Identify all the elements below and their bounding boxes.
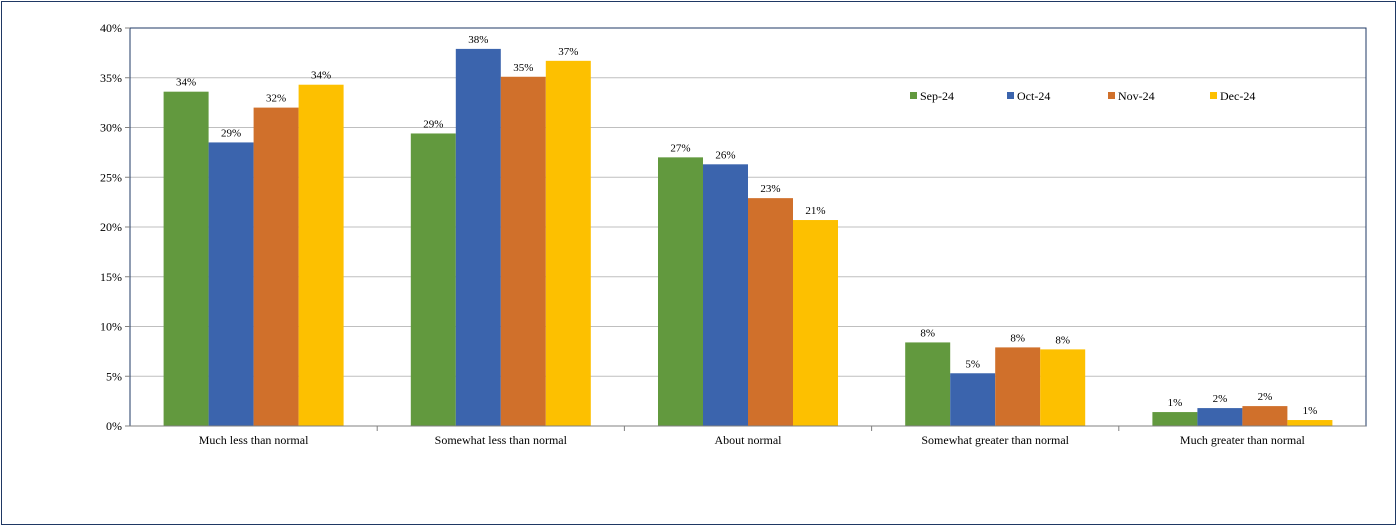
bar [1287, 420, 1333, 426]
bar [298, 84, 344, 426]
y-tick-label: 40% [100, 21, 122, 35]
bar [455, 48, 501, 427]
bar [1040, 349, 1086, 426]
bar [1242, 406, 1288, 426]
y-tick-label: 0% [106, 419, 122, 433]
bar [1152, 412, 1198, 426]
legend-swatch [1007, 92, 1014, 99]
y-tick-label: 10% [100, 320, 122, 334]
y-axis: 0% 5% 10% 15% 20% 25% 30% 35% 40% [100, 21, 130, 433]
bar [208, 142, 254, 427]
legend-label: Dec-24 [1220, 89, 1255, 103]
y-tick-label: 30% [100, 121, 122, 135]
x-tick-label: Somewhat less than normal [435, 433, 568, 447]
bar [500, 76, 546, 426]
y-tick-label: 5% [106, 369, 122, 383]
data-label: 1% [1303, 405, 1318, 417]
legend: Sep-24 Oct-24 Nov-24 Dec-24 [910, 89, 1255, 103]
y-tick-label: 25% [100, 170, 122, 184]
data-label: 27% [670, 142, 690, 154]
bar [410, 133, 456, 426]
data-label: 1% [1168, 397, 1183, 409]
data-label: 8% [1010, 332, 1025, 344]
bar [253, 107, 299, 426]
data-label: 2% [1258, 391, 1273, 403]
y-tick-label: 15% [100, 270, 122, 284]
y-tick-label: 20% [100, 220, 122, 234]
bar [658, 157, 703, 426]
x-tick-label: About normal [715, 433, 783, 447]
data-label: 8% [920, 327, 935, 339]
bar [995, 347, 1041, 426]
x-tick-label: Somewhat greater than normal [921, 433, 1069, 447]
legend-swatch [1210, 92, 1217, 99]
data-label: 29% [221, 127, 241, 139]
data-label: 26% [715, 149, 735, 161]
bar [163, 91, 209, 427]
bars [163, 48, 1333, 427]
data-label: 34% [176, 77, 196, 89]
legend-label: Nov-24 [1118, 89, 1155, 103]
legend-swatch [910, 92, 917, 99]
bar [748, 198, 793, 426]
legend-label: Oct-24 [1017, 89, 1050, 103]
x-tick-label: Much less than normal [199, 433, 309, 447]
bar [703, 164, 748, 426]
data-label: 29% [423, 118, 443, 130]
data-label: 5% [965, 358, 980, 370]
bar [1197, 408, 1243, 426]
bar [905, 342, 951, 426]
data-label: 34% [311, 70, 331, 82]
data-label: 35% [513, 62, 533, 74]
legend-label: Sep-24 [920, 89, 954, 103]
data-label: 21% [805, 205, 825, 217]
data-labels: 34% 29% 32% 34% 29% 38% 35% 37% 27% 26% 23% 21% 8% 5%… [176, 34, 1317, 417]
bar [950, 373, 996, 426]
y-tick-label: 35% [100, 71, 122, 85]
data-label: 37% [558, 46, 578, 58]
data-label: 32% [266, 93, 286, 105]
data-label: 23% [760, 183, 780, 195]
data-label: 2% [1213, 393, 1228, 405]
bar [545, 60, 591, 427]
data-label: 8% [1055, 334, 1070, 346]
x-axis: Much less than normal Somewhat less than … [130, 425, 1366, 447]
x-tick-label: Much greater than normal [1180, 433, 1306, 447]
legend-swatch [1108, 92, 1115, 99]
data-label: 38% [468, 34, 488, 46]
bar [793, 220, 838, 426]
